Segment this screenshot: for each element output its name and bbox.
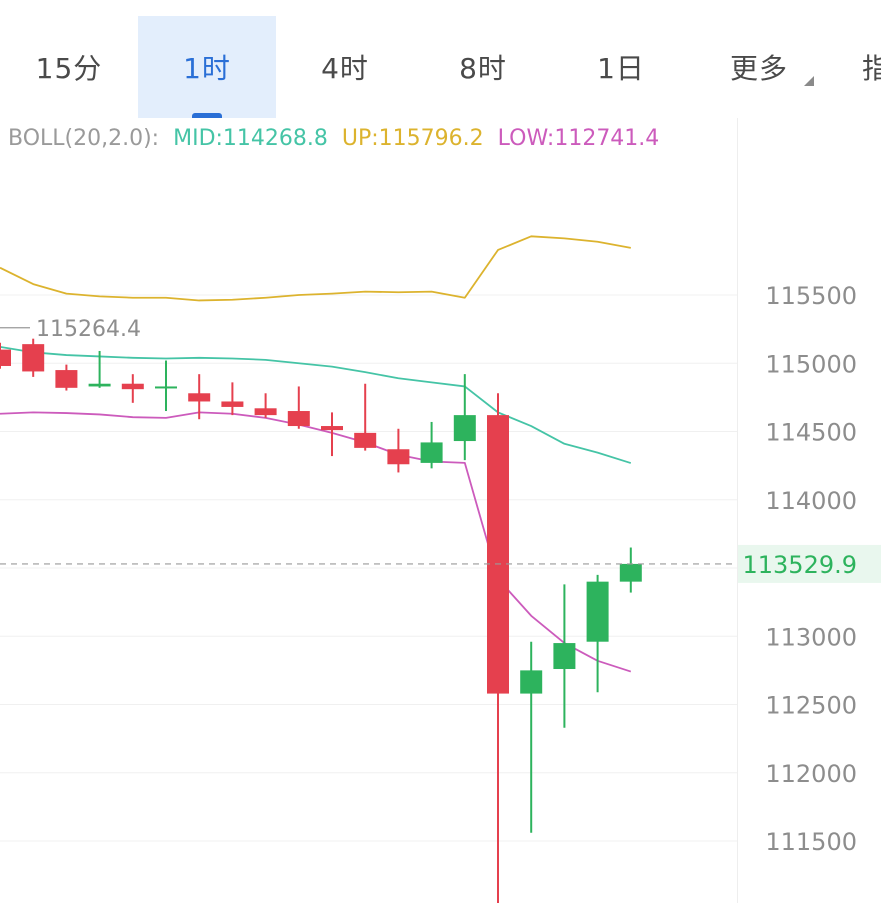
boll-up-value: UP:115796.2 xyxy=(341,125,484,151)
candle-body xyxy=(88,383,111,387)
tab-1h[interactable]: 1时 xyxy=(138,16,276,118)
tab-1d[interactable]: 1日 xyxy=(552,16,690,118)
candle-body xyxy=(55,370,78,388)
candle-body xyxy=(553,643,576,670)
tab-label: 15分 xyxy=(35,52,103,85)
boll-upper-line xyxy=(0,235,631,302)
price-axis-divider xyxy=(737,118,738,903)
tab-label: 8时 xyxy=(459,52,507,85)
y-axis-label: 113000 xyxy=(765,623,857,651)
boll-mid-value: MID:114268.8 xyxy=(173,125,328,151)
y-axis-label: 112000 xyxy=(765,760,857,788)
candle-body xyxy=(586,581,609,642)
candle-body xyxy=(287,411,310,427)
tab-more[interactable]: 更多 xyxy=(690,16,828,118)
candle-body xyxy=(619,563,642,582)
y-axis-label: 115500 xyxy=(765,282,857,310)
boll-legend: BOLL(20,2.0): MID:114268.8 UP:115796.2 L… xyxy=(8,120,659,156)
active-tab-indicator xyxy=(192,113,222,118)
y-axis-label: 114500 xyxy=(765,419,857,447)
y-axis-label: 114000 xyxy=(765,487,857,515)
tab-indicators[interactable]: 指 xyxy=(828,16,881,118)
y-axis-label: 111500 xyxy=(765,828,857,856)
candle-body xyxy=(221,401,244,407)
tab-8h[interactable]: 8时 xyxy=(414,16,552,118)
timeframe-tabs: 15分 1时 4时 8时 1日 更多 指 xyxy=(0,0,881,118)
tab-15min[interactable]: 15分 xyxy=(0,16,138,118)
tab-4h[interactable]: 4时 xyxy=(276,16,414,118)
candle-body xyxy=(487,415,509,694)
candle-body xyxy=(520,670,543,694)
tab-label: 更多 xyxy=(729,52,788,85)
boll-lower-line xyxy=(0,411,632,673)
y-axis-label: 115000 xyxy=(765,350,857,378)
candle-body xyxy=(420,442,443,463)
candle-body xyxy=(453,415,476,442)
candle-body xyxy=(254,408,277,416)
caret-down-icon xyxy=(804,76,814,86)
candle-body xyxy=(321,426,343,431)
tab-label: 1日 xyxy=(597,52,645,85)
boll-low-value: LOW:112741.4 xyxy=(497,125,660,151)
candle-body xyxy=(0,349,11,366)
y-axis-label: 112500 xyxy=(765,692,857,720)
y-axis-label: 113529.9 xyxy=(742,551,857,579)
tab-label: 1时 xyxy=(183,52,231,85)
candle-body xyxy=(155,386,177,389)
current-price-box xyxy=(738,544,881,583)
candle-body xyxy=(22,344,45,372)
candlestick-chart[interactable]: 115500 115000 114500 114000 113529.9 113000 11… xyxy=(0,118,881,903)
tab-label: 4时 xyxy=(321,52,369,85)
candle-body xyxy=(354,432,377,448)
candle-body xyxy=(121,383,144,390)
boll-mid-line xyxy=(0,345,632,464)
tab-label: 指 xyxy=(862,52,881,85)
candle-body xyxy=(188,393,211,402)
candle-body xyxy=(387,449,410,465)
high-marker-label: 115264.4 xyxy=(36,317,141,342)
boll-name: BOLL(20,2.0): xyxy=(8,125,160,151)
